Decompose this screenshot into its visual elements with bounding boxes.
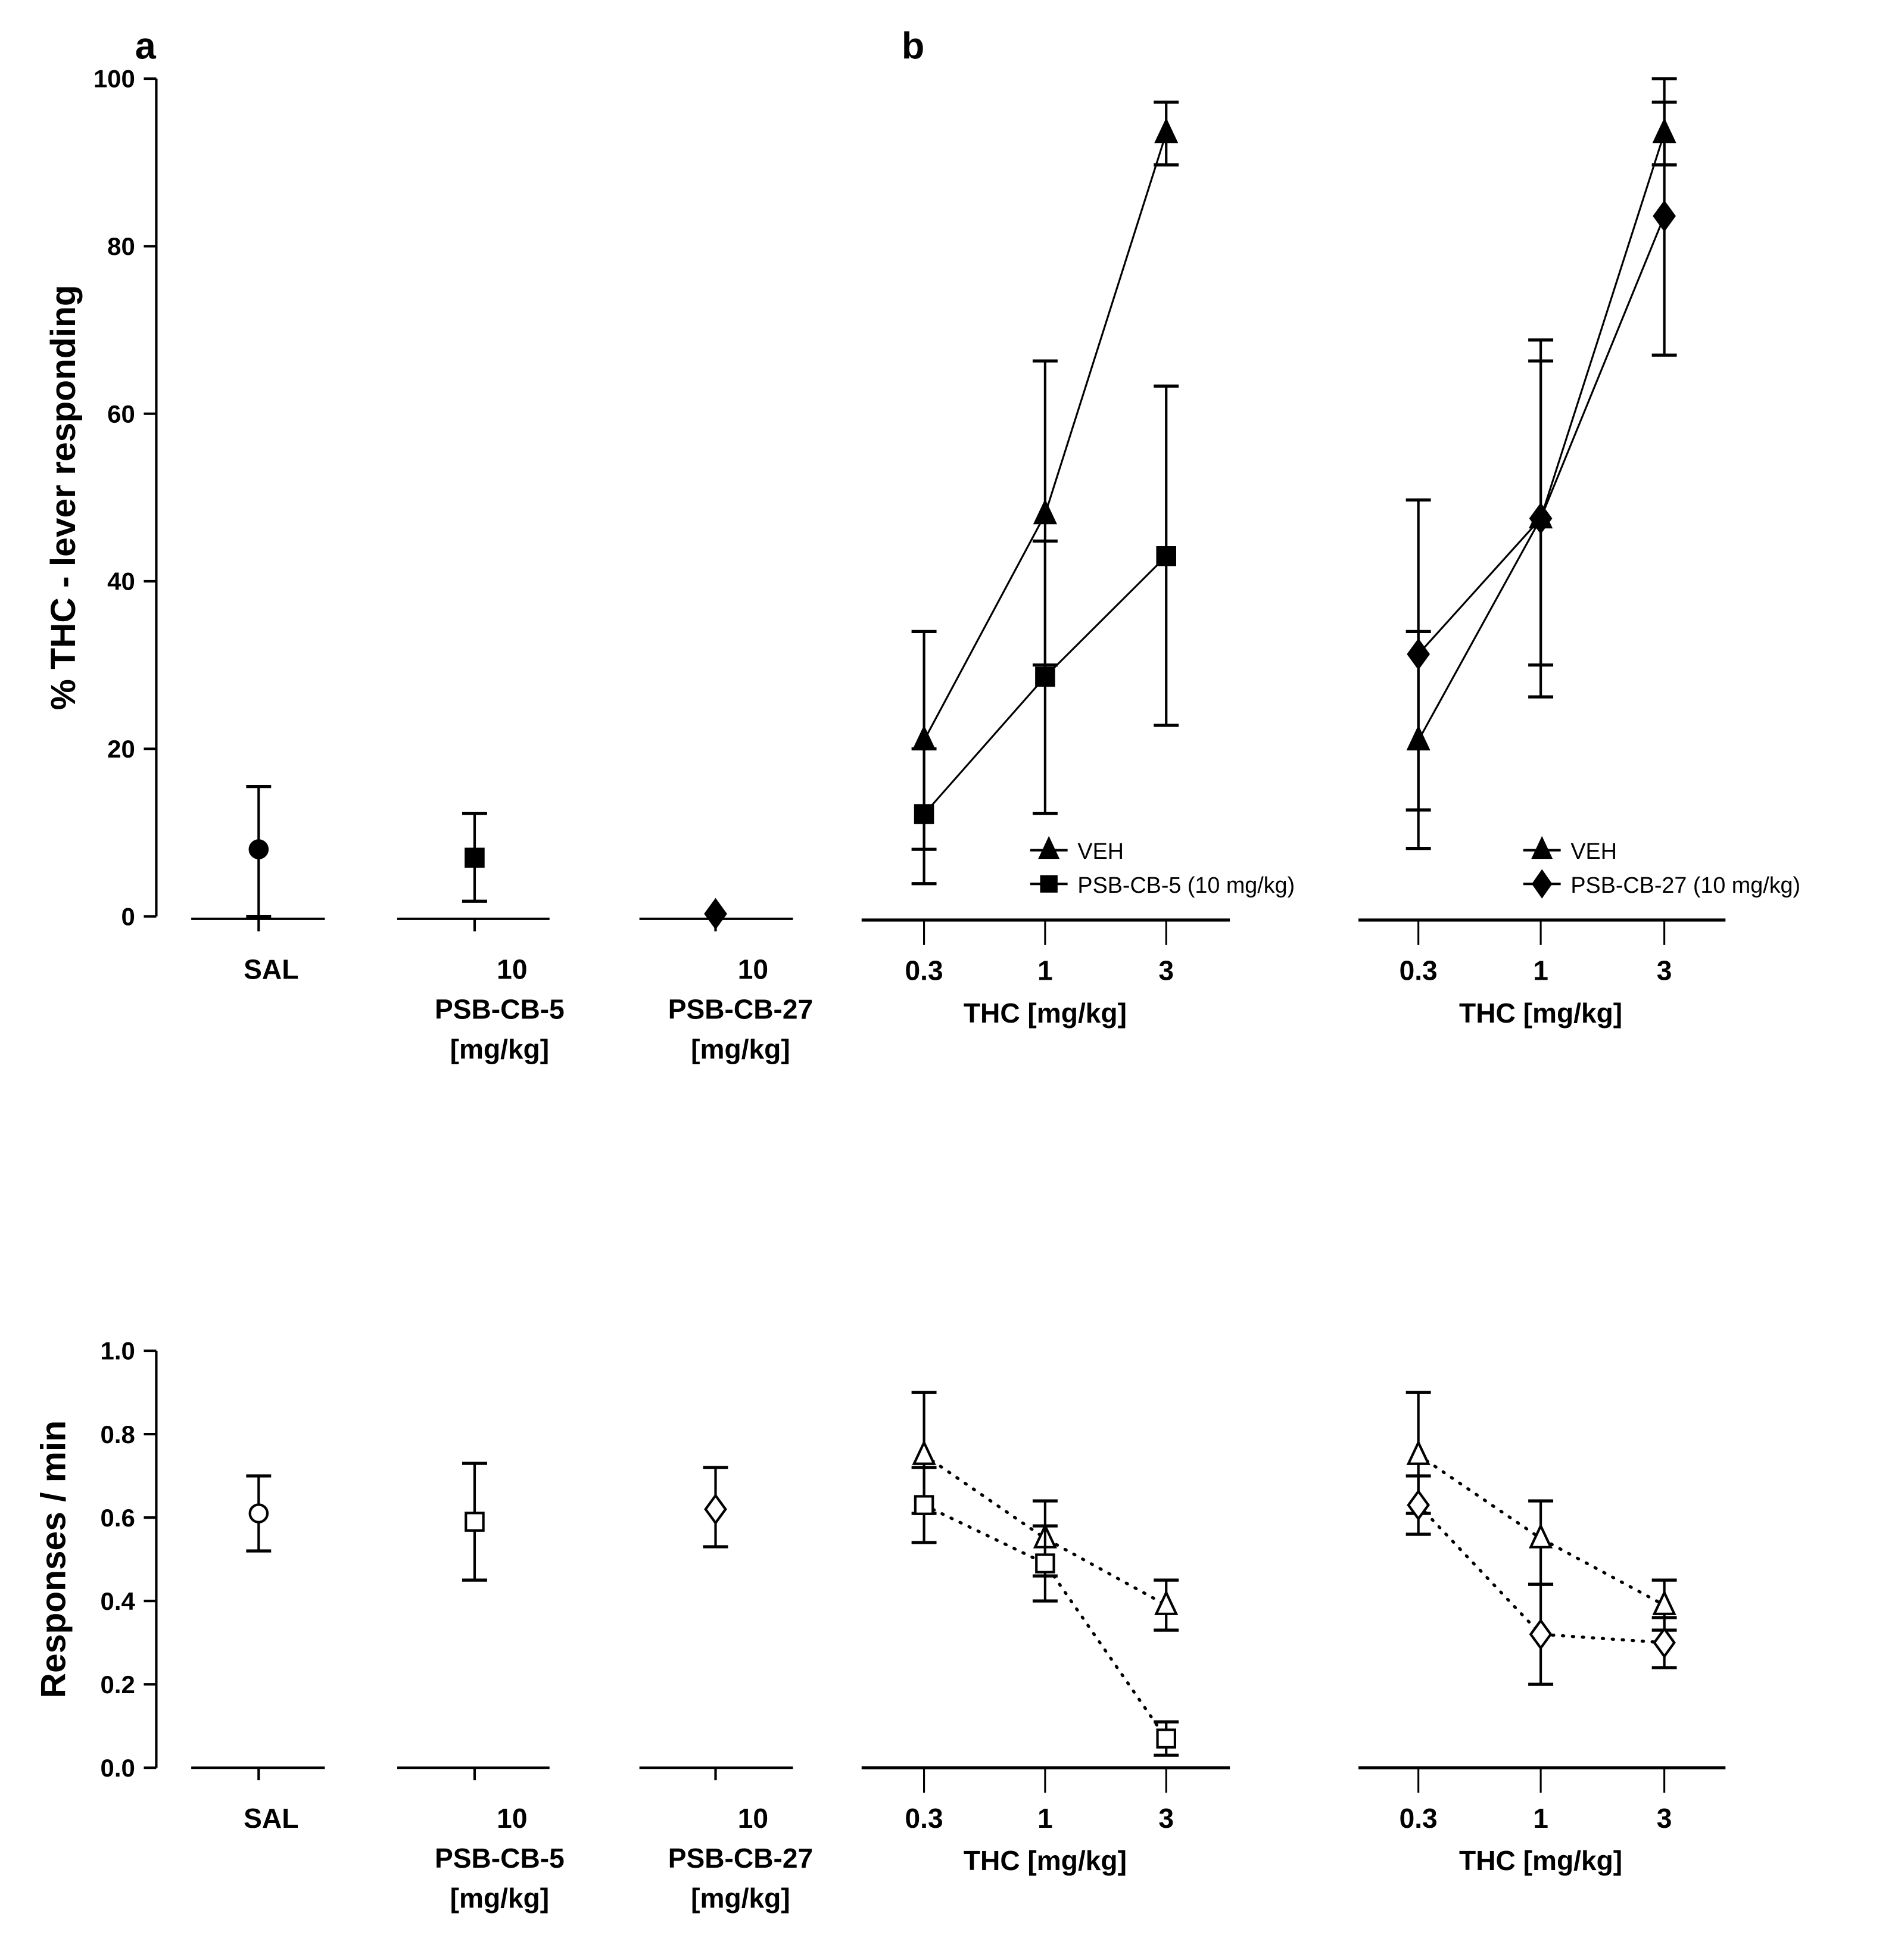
y-tick-label: 40 bbox=[107, 568, 135, 596]
x-axis-label: THC [mg/kg] bbox=[1459, 1845, 1622, 1876]
x-tick-label: 3 bbox=[1657, 955, 1672, 986]
data-point-square bbox=[914, 1495, 934, 1515]
x-tick-label: 0.3 bbox=[905, 955, 943, 986]
y-tick-label: 0.4 bbox=[101, 1587, 136, 1615]
y-tick-label: 0.2 bbox=[101, 1671, 135, 1699]
legend-label: VEH bbox=[1077, 839, 1124, 864]
data-point-diamond bbox=[704, 1493, 727, 1525]
data-point-diamond bbox=[1407, 1489, 1430, 1521]
x-tick-label: 0.3 bbox=[1400, 955, 1438, 986]
data-point-triangle bbox=[912, 1439, 936, 1465]
data-point-diamond bbox=[1653, 200, 1676, 232]
data-point-circle bbox=[248, 1503, 269, 1523]
x-group-label: [mg/kg] bbox=[450, 1034, 550, 1065]
data-point-triangle bbox=[1652, 1590, 1676, 1615]
y-axis-label: % THC - lever responding bbox=[44, 285, 83, 710]
data-point-diamond bbox=[1407, 638, 1430, 670]
legend-label: PSB-CB-27 (10 mg/kg) bbox=[1570, 873, 1800, 898]
data-point-square bbox=[1035, 1553, 1055, 1573]
data-point-diamond bbox=[1653, 1626, 1676, 1659]
x-axis-label: THC [mg/kg] bbox=[964, 1845, 1127, 1876]
x-group-label: PSB-CB-27 bbox=[668, 1843, 813, 1874]
x-group-label: SAL bbox=[244, 1803, 298, 1834]
y-axis-label: Responses / min bbox=[34, 1420, 73, 1698]
x-group-label: 10 bbox=[497, 953, 527, 984]
legend-marker-triangle bbox=[1531, 836, 1553, 859]
x-tick-label: 3 bbox=[1158, 1803, 1174, 1834]
data-point-diamond bbox=[1529, 502, 1553, 535]
x-group-label: 10 bbox=[497, 1803, 527, 1834]
y-tick-label: 0 bbox=[121, 902, 135, 930]
x-group-label: PSB-CB-27 bbox=[668, 993, 813, 1024]
panel-label-b: b bbox=[902, 26, 924, 67]
data-point-triangle bbox=[1033, 498, 1057, 525]
x-group-label: [mg/kg] bbox=[691, 1883, 790, 1914]
y-tick-label: 100 bbox=[94, 65, 135, 93]
x-tick-label: 1 bbox=[1533, 1803, 1548, 1834]
legend-marker-square bbox=[1040, 875, 1058, 893]
y-tick-label: 60 bbox=[107, 400, 135, 428]
legend-marker-triangle bbox=[1038, 836, 1060, 859]
data-point-square bbox=[465, 1512, 485, 1532]
x-tick-label: 0.3 bbox=[905, 1803, 943, 1834]
x-group-label: [mg/kg] bbox=[450, 1883, 550, 1914]
legend-label: PSB-CB-5 (10 mg/kg) bbox=[1077, 873, 1295, 898]
x-tick-label: 1 bbox=[1533, 955, 1548, 986]
data-point-triangle bbox=[1529, 1523, 1553, 1548]
x-tick-label: 1 bbox=[1037, 1803, 1053, 1834]
x-tick-label: 0.3 bbox=[1400, 1803, 1438, 1834]
x-group-label: PSB-CB-5 bbox=[435, 1843, 565, 1874]
x-group-label: 10 bbox=[738, 1803, 768, 1834]
data-point-triangle bbox=[912, 725, 936, 750]
panel-label-a: a bbox=[135, 26, 157, 67]
data-point-diamond bbox=[704, 898, 727, 930]
data-point-square bbox=[465, 847, 485, 868]
data-point-triangle bbox=[1154, 117, 1179, 144]
x-axis-label: THC [mg/kg] bbox=[1459, 998, 1622, 1029]
y-tick-label: 0.0 bbox=[101, 1754, 135, 1782]
data-point-square bbox=[914, 804, 934, 824]
x-group-label: SAL bbox=[244, 953, 298, 984]
y-tick-label: 0.6 bbox=[101, 1504, 135, 1532]
y-tick-label: 0.8 bbox=[101, 1420, 135, 1448]
data-point-triangle bbox=[1154, 1590, 1179, 1615]
data-point-square bbox=[1035, 666, 1055, 687]
x-group-label: PSB-CB-5 bbox=[435, 993, 565, 1024]
series-line bbox=[1417, 1453, 1666, 1607]
data-point-square bbox=[1156, 546, 1177, 566]
legend-label: VEH bbox=[1570, 839, 1617, 864]
data-point-triangle bbox=[1406, 1439, 1430, 1465]
legend-marker-diamond bbox=[1531, 869, 1553, 899]
x-tick-label: 3 bbox=[1158, 955, 1174, 986]
x-tick-label: 3 bbox=[1657, 1803, 1672, 1834]
data-point-square bbox=[1156, 1728, 1177, 1749]
series-line bbox=[1417, 1503, 1666, 1644]
y-tick-label: 80 bbox=[107, 232, 135, 260]
x-tick-label: 1 bbox=[1037, 955, 1053, 986]
x-group-label: 10 bbox=[738, 953, 768, 984]
x-group-label: [mg/kg] bbox=[691, 1034, 790, 1065]
data-point-circle bbox=[248, 839, 269, 859]
data-point-diamond bbox=[1529, 1618, 1553, 1650]
series-line bbox=[922, 1453, 1168, 1607]
y-tick-label: 20 bbox=[107, 735, 135, 763]
y-tick-label: 1.0 bbox=[101, 1337, 135, 1365]
x-axis-label: THC [mg/kg] bbox=[964, 998, 1127, 1029]
